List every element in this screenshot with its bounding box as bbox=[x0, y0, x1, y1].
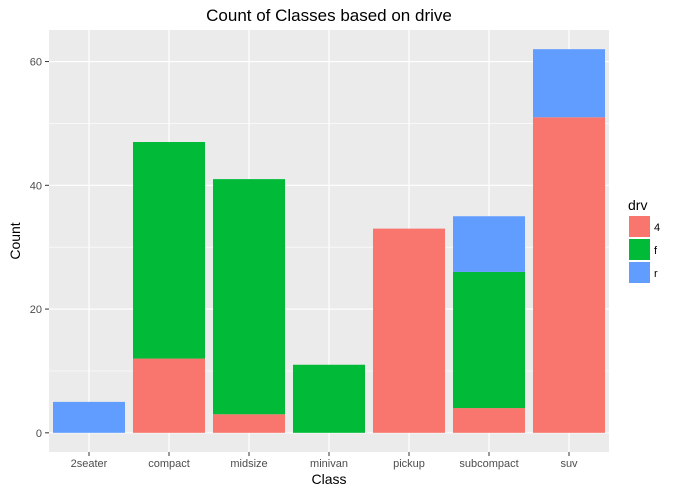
legend: drv 4 fr bbox=[628, 197, 660, 283]
legend-label-r: r bbox=[654, 268, 658, 280]
bar-segment-minivan-f bbox=[293, 364, 365, 433]
chart-title: Count of Classes based on drive bbox=[206, 6, 452, 25]
bar-segment-subcompact-4 bbox=[453, 408, 525, 433]
y-tick-label: 40 bbox=[30, 180, 42, 192]
x-tick-label: subcompact bbox=[459, 458, 518, 470]
x-tick-label: 2seater bbox=[71, 458, 108, 470]
bar-segment-compact-f bbox=[133, 141, 205, 359]
bar-segment-compact-4 bbox=[133, 358, 205, 433]
bars-layer bbox=[53, 49, 605, 433]
y-tick-label: 0 bbox=[36, 428, 42, 440]
bar-segment-midsize-4 bbox=[213, 414, 285, 433]
x-tick-label: compact bbox=[148, 458, 190, 470]
y-axis: 0 20 40 60 bbox=[30, 57, 49, 440]
y-tick-label: 20 bbox=[30, 304, 42, 316]
x-tick-label: minivan bbox=[310, 458, 348, 470]
bar-segment-midsize-f bbox=[213, 179, 285, 415]
y-axis-title: Count bbox=[7, 222, 23, 259]
legend-key-4 bbox=[629, 216, 650, 237]
legend-title: drv bbox=[628, 197, 647, 213]
x-axis: 2seater compact midsize minivan pickup subcom… bbox=[71, 452, 578, 470]
bar-segment-subcompact-r bbox=[453, 216, 525, 272]
bar-segment-2seater-r bbox=[53, 401, 125, 433]
x-axis-title: Class bbox=[311, 471, 346, 487]
bar-segment-pickup-4 bbox=[373, 228, 445, 433]
x-tick-label: suv bbox=[560, 458, 578, 470]
bar-segment-suv-r bbox=[533, 49, 605, 118]
legend-key-f bbox=[629, 239, 650, 260]
legend-label-4: 4 bbox=[654, 222, 660, 234]
x-tick-label: midsize bbox=[230, 458, 267, 470]
bar-segment-suv-4 bbox=[533, 117, 605, 433]
x-tick-label: pickup bbox=[393, 458, 425, 470]
legend-label-f: f bbox=[654, 245, 658, 257]
legend-items: 4 fr bbox=[629, 216, 660, 283]
bar-segment-subcompact-f bbox=[453, 271, 525, 409]
legend-key-r bbox=[629, 262, 650, 283]
y-tick-label: 60 bbox=[30, 57, 42, 69]
